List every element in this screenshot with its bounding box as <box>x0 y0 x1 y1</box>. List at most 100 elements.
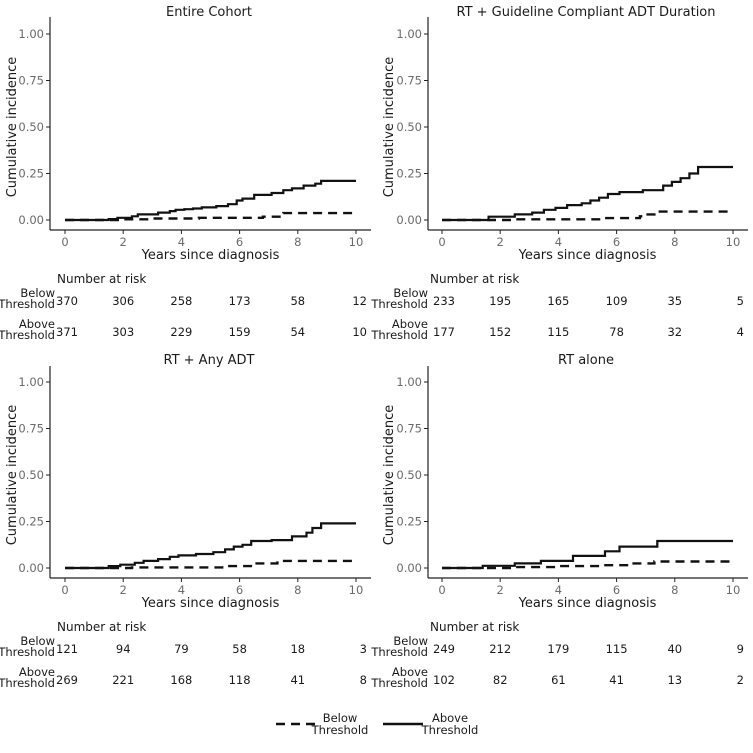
y-tick-label: 1.00 <box>18 375 44 389</box>
y-tick-label: 1.00 <box>18 27 44 41</box>
y-tick-label: 0.00 <box>396 561 422 575</box>
risk-value: 195 <box>489 294 511 308</box>
y-tick-label: 0.00 <box>18 213 44 227</box>
risk-value: 177 <box>433 325 455 339</box>
y-tick-label: 0.25 <box>18 167 44 181</box>
y-tick-label: 0.00 <box>18 561 44 575</box>
risk-value: 10 <box>352 325 367 339</box>
risk-row-label: Above <box>19 665 55 679</box>
x-tick-label: 8 <box>294 235 301 249</box>
y-tick-label: 0.75 <box>396 422 422 436</box>
risk-value: 54 <box>290 325 305 339</box>
y-axis-label: Cumulative incidence <box>382 57 397 198</box>
risk-value: 5 <box>737 294 744 308</box>
x-tick-label: 10 <box>726 583 741 597</box>
risk-value: 94 <box>116 642 131 656</box>
x-tick-label: 4 <box>178 583 185 597</box>
x-tick-label: 0 <box>438 235 445 249</box>
risk-value: 303 <box>112 325 134 339</box>
risk-row-label: Threshold <box>0 297 55 311</box>
panel-title: RT alone <box>558 353 614 368</box>
risk-value: 173 <box>229 294 251 308</box>
panel-title: RT + Guideline Compliant ADT Duration <box>457 5 716 20</box>
risk-value: 233 <box>433 294 455 308</box>
chart-panel-3: RT + Any ADT 0.00 0.25 0.50 0.75 1.00 0 2 4 6 8 10 C… <box>0 353 371 690</box>
y-axis-label: Cumulative incidence <box>5 57 20 198</box>
risk-value: 41 <box>290 673 305 687</box>
risk-value: 115 <box>606 642 628 656</box>
series-line-above-threshold <box>65 179 356 222</box>
risk-row-label: Below <box>20 286 55 300</box>
y-tick-label: 0.75 <box>18 422 44 436</box>
x-tick-label: 10 <box>349 583 364 597</box>
x-tick-label: 6 <box>236 583 243 597</box>
risk-value: 41 <box>609 673 624 687</box>
y-tick-label: 0.75 <box>18 74 44 88</box>
risk-value: 179 <box>547 642 569 656</box>
series-line-below-threshold <box>65 559 356 570</box>
chart-panel-2: RT + Guideline Compliant ADT Duration 0.0… <box>370 5 748 342</box>
y-tick-label: 1.00 <box>396 375 422 389</box>
x-tick-label: 4 <box>178 235 185 249</box>
risk-value: 4 <box>737 325 744 339</box>
risk-value: 9 <box>737 642 744 656</box>
legend-label: Above <box>432 711 468 725</box>
risk-value: 249 <box>433 642 455 656</box>
x-tick-label: 0 <box>61 235 68 249</box>
risk-value: 109 <box>606 294 628 308</box>
risk-row-label: Threshold <box>370 645 428 659</box>
x-axis-label: Years since diagnosis <box>141 248 280 263</box>
chart-panel-4: RT alone 0.00 0.25 0.50 0.75 1.00 0 2 4 6 8 10 Cumul… <box>370 353 748 690</box>
y-tick-label: 1.00 <box>396 27 422 41</box>
risk-row-label: Above <box>392 317 428 331</box>
risk-value: 58 <box>232 642 247 656</box>
x-axis-label: Years since diagnosis <box>518 248 657 263</box>
risk-row-label: Below <box>20 634 55 648</box>
risk-row-label: Above <box>19 317 55 331</box>
risk-value: 40 <box>667 642 682 656</box>
y-tick-label: 0.75 <box>396 74 422 88</box>
risk-value: 58 <box>290 294 305 308</box>
number-at-risk-header: Number at risk <box>57 272 146 286</box>
risk-value: 258 <box>170 294 192 308</box>
y-tick-label: 0.00 <box>396 213 422 227</box>
risk-row-label: Below <box>393 286 428 300</box>
risk-value: 115 <box>547 325 569 339</box>
y-tick-label: 0.50 <box>18 468 44 482</box>
risk-value: 221 <box>112 673 134 687</box>
series-line-below-threshold <box>442 560 733 570</box>
legend-label: Below <box>323 711 358 725</box>
risk-value: 79 <box>174 642 189 656</box>
x-tick-label: 0 <box>438 583 445 597</box>
risk-value: 165 <box>547 294 569 308</box>
risk-value: 78 <box>609 325 624 339</box>
risk-value: 212 <box>489 642 511 656</box>
y-tick-label: 0.25 <box>396 167 422 181</box>
risk-row-label: Above <box>392 665 428 679</box>
series-line-below-threshold <box>65 211 356 222</box>
y-tick-label: 0.25 <box>396 515 422 529</box>
risk-value: 159 <box>229 325 251 339</box>
risk-value: 306 <box>112 294 134 308</box>
risk-value: 61 <box>551 673 566 687</box>
series-line-above-threshold <box>442 165 733 222</box>
x-tick-label: 8 <box>294 583 301 597</box>
x-tick-label: 4 <box>555 235 562 249</box>
chart-panel-1: Entire Cohort 0.00 0.25 0.50 0.75 1.00 0 2 4 6 8 10… <box>0 5 371 342</box>
risk-value: 8 <box>360 673 367 687</box>
risk-value: 12 <box>352 294 367 308</box>
y-tick-label: 0.25 <box>18 515 44 529</box>
risk-value: 82 <box>493 673 508 687</box>
panel-title: RT + Any ADT <box>164 353 255 368</box>
x-tick-label: 2 <box>120 235 127 249</box>
y-tick-label: 0.50 <box>396 120 422 134</box>
risk-value: 2 <box>737 673 744 687</box>
x-tick-label: 8 <box>671 583 678 597</box>
x-tick-label: 0 <box>61 583 68 597</box>
risk-value: 35 <box>667 294 682 308</box>
risk-value: 102 <box>433 673 455 687</box>
legend-label: Threshold <box>421 723 479 737</box>
x-tick-label: 6 <box>613 583 620 597</box>
risk-row-label: Threshold <box>0 328 55 342</box>
